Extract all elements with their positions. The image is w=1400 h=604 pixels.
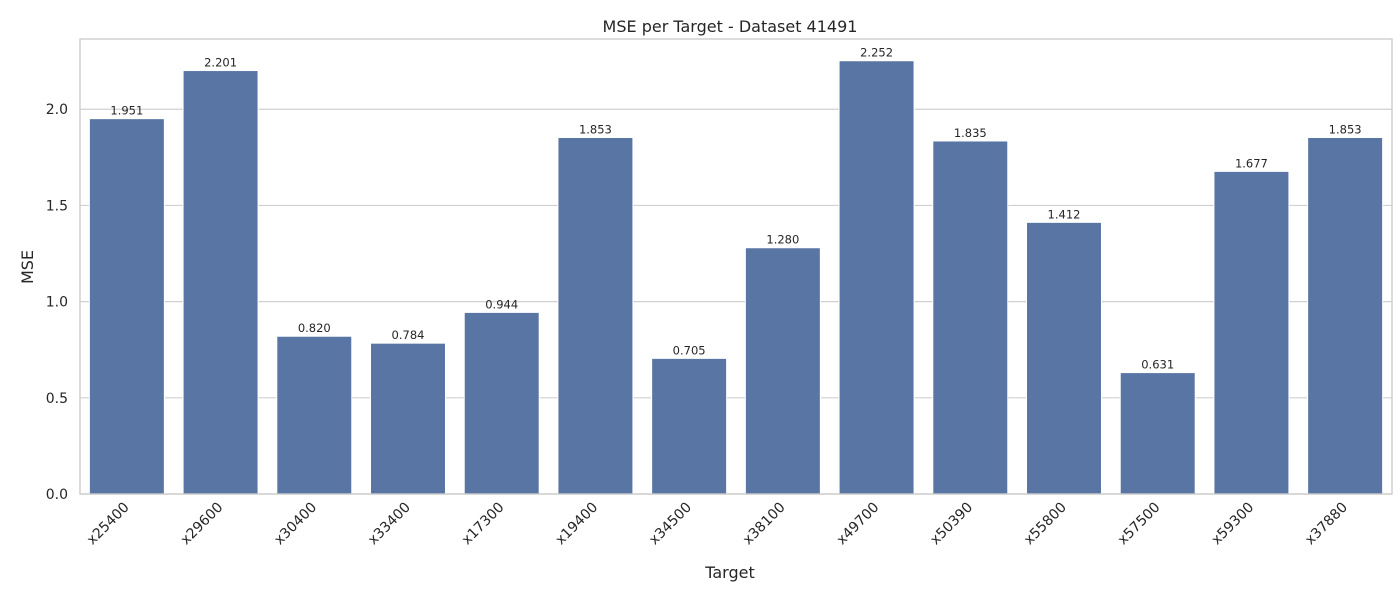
x-axis-label: Target	[704, 563, 755, 582]
bar-x59300	[1213, 170, 1290, 495]
data-label: 1.853	[1329, 123, 1362, 137]
y-tick-label: 0.5	[46, 391, 68, 407]
bar-x17300	[463, 311, 540, 495]
data-label: 0.631	[1141, 358, 1174, 372]
data-label: 0.705	[673, 343, 706, 357]
y-axis-ticks: 0.0 0.5 1.0 1.5 2.0	[46, 102, 68, 503]
x-axis-ticks: x25400 x29600 x30400 x33400 x17300 x19400 x345…	[84, 500, 1351, 549]
bar-x29600	[182, 70, 259, 495]
bar-x38100	[744, 247, 821, 495]
data-label: 2.252	[860, 46, 893, 60]
bar-x30400	[276, 335, 353, 495]
x-tick-label: x37880	[1302, 500, 1351, 549]
data-label: 2.201	[204, 56, 237, 70]
x-tick-label: x29600	[178, 500, 227, 549]
plot-frame	[79, 38, 1393, 495]
y-tick-label: 2.0	[46, 102, 68, 118]
data-label: 0.784	[392, 328, 425, 342]
x-tick-label: x59300	[1209, 500, 1258, 549]
data-label: 1.412	[1048, 207, 1081, 221]
x-tick-label: x38100	[740, 500, 789, 549]
data-label: 1.677	[1235, 156, 1268, 170]
y-tick-label: 0.0	[46, 487, 68, 503]
data-label: 0.944	[485, 297, 518, 311]
x-tick-label: x33400	[365, 500, 414, 549]
x-tick-label: x30400	[271, 500, 320, 549]
x-tick-label: x57500	[1115, 500, 1164, 549]
bar-x34500	[651, 357, 728, 495]
bars	[88, 60, 1384, 495]
y-tick-label: 1.5	[46, 198, 68, 214]
y-axis-label: MSE	[18, 250, 37, 284]
x-tick-label: x50390	[927, 500, 976, 549]
x-tick-label: x49700	[834, 500, 883, 549]
x-tick-label: x19400	[553, 500, 602, 549]
x-tick-label: x17300	[459, 500, 508, 549]
bar-x55800	[1026, 221, 1102, 495]
y-tick-label: 1.0	[46, 295, 68, 311]
bar-x19400	[557, 137, 634, 495]
bar-x33400	[370, 342, 446, 495]
x-tick-label: x25400	[84, 500, 133, 549]
bar-x49700	[838, 60, 915, 495]
data-label: 1.280	[766, 233, 799, 247]
bar-x57500	[1119, 372, 1196, 495]
data-label: 1.835	[954, 126, 987, 140]
data-labels: 1.951 2.201 0.820 0.784 0.944 1.853 0.705 1.280…	[110, 46, 1361, 372]
data-label: 0.820	[298, 321, 331, 335]
bar-x25400	[88, 118, 165, 495]
data-label: 1.951	[110, 104, 143, 118]
x-tick-label: x34500	[646, 500, 695, 549]
chart-title: MSE per Target - Dataset 41491	[603, 17, 858, 36]
bar-x37880	[1307, 137, 1384, 495]
x-tick-label: x55800	[1021, 500, 1070, 549]
data-label: 1.853	[579, 123, 612, 137]
bar-x50390	[932, 140, 1009, 495]
